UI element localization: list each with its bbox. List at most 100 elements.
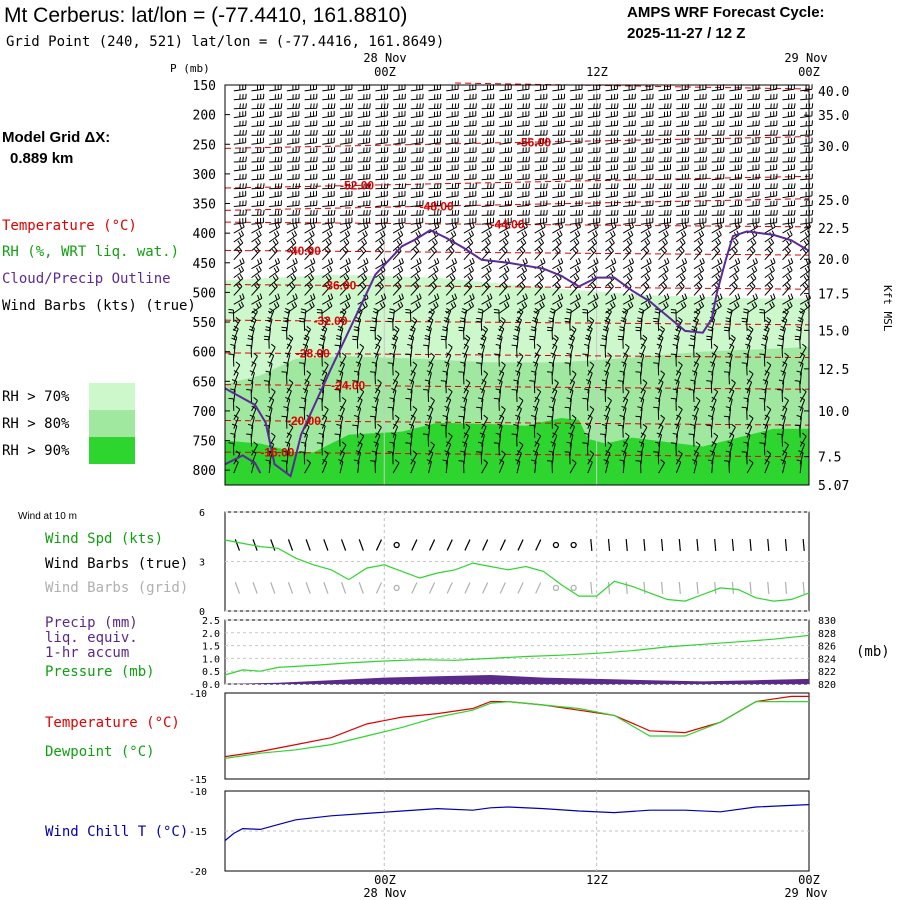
wind-barb xyxy=(499,209,513,216)
wind-barb xyxy=(552,129,566,136)
wind-barb xyxy=(640,120,654,127)
wind-barb xyxy=(743,352,749,367)
wind-barb xyxy=(268,343,276,358)
wind-barb xyxy=(446,137,459,145)
wind-barb xyxy=(375,103,389,110)
wind-barb-grid xyxy=(696,581,699,594)
wind-barb xyxy=(780,459,786,474)
wind-barb xyxy=(513,423,519,438)
wind-barb xyxy=(375,93,389,101)
wind-barb xyxy=(605,147,619,154)
wind-barb xyxy=(603,370,609,385)
wind-barb xyxy=(498,361,506,376)
wind-barb xyxy=(251,441,258,456)
wind-barb xyxy=(640,301,652,314)
wind-barb xyxy=(534,352,540,367)
wind-barb xyxy=(463,137,477,145)
wind-barb-grid xyxy=(428,582,436,594)
wind-barb xyxy=(286,120,300,127)
wind-barb xyxy=(729,110,742,119)
wind-barb xyxy=(584,388,590,403)
wind-barb xyxy=(746,301,758,314)
wind-barb xyxy=(265,326,271,340)
wind-barb xyxy=(692,316,699,332)
wind-barb xyxy=(605,120,619,127)
wind-barb xyxy=(800,93,813,101)
wind-barb xyxy=(675,459,682,474)
wind-barb xyxy=(764,370,770,385)
pressure-y-tick-label: 820 xyxy=(818,680,836,691)
wind-barb xyxy=(268,282,278,296)
wind-barb xyxy=(569,301,581,314)
wind-barb xyxy=(428,222,440,234)
wind-barb xyxy=(393,190,406,199)
wind-barb xyxy=(251,217,264,225)
wind-barb xyxy=(550,441,556,456)
wind-barb xyxy=(764,156,778,163)
wind-barb-grid xyxy=(499,582,506,594)
wind-barb xyxy=(409,325,416,340)
wind-barb xyxy=(499,301,510,314)
wind-barb xyxy=(410,173,424,181)
wind-barb xyxy=(357,120,371,127)
wind-barb xyxy=(658,93,672,101)
wind-barb xyxy=(410,301,421,314)
wind-barb xyxy=(268,396,275,412)
temperature-frame xyxy=(224,692,810,780)
wind-barb xyxy=(304,103,318,110)
wind-barb xyxy=(764,93,778,101)
wind-barb xyxy=(393,164,406,172)
wind-barb xyxy=(534,164,548,172)
wind-barb xyxy=(302,343,308,358)
wind-barb xyxy=(304,183,318,190)
wind-barb xyxy=(393,217,406,225)
wind-barb xyxy=(516,246,526,261)
wind-barb xyxy=(511,344,518,358)
wind-barb xyxy=(764,450,772,465)
wind-barb xyxy=(623,217,636,225)
wind-barb xyxy=(529,335,536,349)
wind-barb xyxy=(499,129,513,136)
wind-barb xyxy=(729,293,741,305)
wind-barb xyxy=(798,405,804,420)
wind-barb xyxy=(269,217,282,225)
wind-barb xyxy=(711,164,725,172)
wind-barb xyxy=(587,222,599,234)
wind-barb xyxy=(723,371,730,385)
wind-barb xyxy=(371,450,378,465)
wind-barb xyxy=(424,379,431,394)
wind-barb xyxy=(251,183,265,190)
wind-barb xyxy=(764,459,770,474)
wind-barb xyxy=(623,120,636,127)
wind-barb xyxy=(570,156,584,163)
wind-barb xyxy=(552,238,562,252)
wind-barb xyxy=(605,222,617,234)
wind-barb xyxy=(392,265,404,279)
wind-barb xyxy=(375,156,389,163)
wind-barb xyxy=(746,238,757,252)
wind-barb xyxy=(640,274,651,287)
wind-barb xyxy=(639,396,645,412)
legend-wind: Wind Barbs (kts) (true) xyxy=(2,298,196,314)
wind-barb xyxy=(286,183,300,190)
top-date-2: 29 Nov xyxy=(784,51,827,65)
wind-barb xyxy=(410,459,416,474)
wind-barb xyxy=(374,423,382,438)
wind-barb xyxy=(387,362,394,376)
wind-barb xyxy=(711,129,725,136)
wind-barb xyxy=(747,190,760,199)
wind-barb xyxy=(410,147,424,154)
wind-barb xyxy=(653,362,660,376)
wind-barb xyxy=(622,301,634,314)
wind-barb xyxy=(481,301,492,314)
wind-barb xyxy=(622,230,634,243)
wind-barb xyxy=(283,361,289,376)
wind-barb xyxy=(304,147,318,154)
wind-barb xyxy=(352,380,359,394)
wind-barb xyxy=(357,238,368,252)
wind-barb xyxy=(796,415,802,429)
wind-barb-true xyxy=(731,538,735,552)
wind-barb xyxy=(445,282,455,296)
wind-barb xyxy=(269,137,282,145)
